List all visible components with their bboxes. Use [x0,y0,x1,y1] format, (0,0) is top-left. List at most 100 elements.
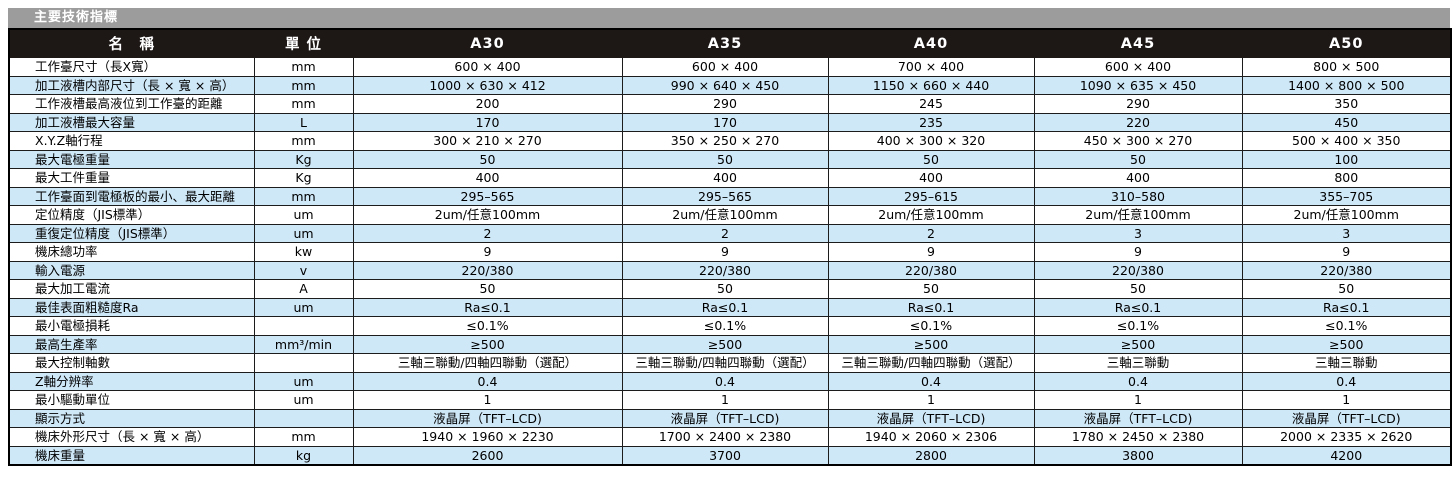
spec-value-cell: 三軸三聯動/四軸四聯動（選配） [352,353,623,373]
spec-value-cell: 50 [352,279,623,299]
spec-value-cell: 355–705 [1241,186,1452,206]
table-row: 工作臺面到電極板的最小、最大距離 mm 295–565 295–565 295–615 3… [8,186,1452,206]
spec-unit-cell: L [253,112,354,132]
spec-value-cell: Ra≤0.1 [1241,297,1452,317]
spec-name-cell: 工作臺面到電極板的最小、最大距離 [8,186,255,206]
spec-value-cell: 0.4 [1241,371,1452,391]
spec-value-cell: 1 [827,390,1035,410]
spec-value-cell: 1 [621,390,829,410]
spec-value-cell: 1940 × 2060 × 2306 [827,427,1035,447]
table-row: 機床外形尺寸（長 × 寬 × 高） mm 1940 × 1960 × 2230 170… [8,427,1452,447]
spec-unit-cell: um [253,297,354,317]
spec-unit-cell: mm [253,131,354,151]
spec-value-cell: 1780 × 2450 × 2380 [1033,427,1243,447]
section-title: 主要技術指標 [34,10,119,25]
spec-value-cell: 400 [621,168,829,188]
spec-name-cell: 機床重量 [8,445,255,466]
spec-value-cell: ≥500 [352,334,623,354]
spec-value-cell: 0.4 [621,371,829,391]
spec-unit-cell: A [253,279,354,299]
table-row: 最小電極損耗 ≤0.1% ≤0.1% ≤0.1% ≤0.1% ≤0.1% [8,316,1452,336]
spec-sheet: 主要技術指標 名 稱 單 位 A30 A35 A40 A45 A50 工作臺尺寸… [8,8,1452,466]
spec-value-cell: 310–580 [1033,186,1243,206]
spec-value-cell: 50 [352,149,623,169]
spec-value-cell: 2 [352,223,623,243]
spec-value-cell: 0.4 [827,371,1035,391]
spec-value-cell: Ra≤0.1 [621,297,829,317]
spec-name-cell: 加工液槽最大容量 [8,112,255,132]
spec-value-cell: 295–565 [621,186,829,206]
table-row: 最小驅動單位 um 1 1 1 1 1 [8,390,1452,410]
spec-name-cell: 最大工件重量 [8,168,255,188]
spec-unit-cell [253,353,354,373]
table-row: 重復定位精度（JIS標準） um 2 2 2 3 3 [8,223,1452,243]
table-row: Z軸分辨率 um 0.4 0.4 0.4 0.4 0.4 [8,371,1452,391]
spec-value-cell: 500 × 400 × 350 [1241,131,1452,151]
spec-value-cell: Ra≤0.1 [352,297,623,317]
column-header-a35: A35 [621,28,829,58]
spec-value-cell: 450 [1241,112,1452,132]
spec-unit-cell: mm [253,427,354,447]
spec-name-cell: 輸入電源 [8,260,255,280]
spec-name-cell: X.Y.Z軸行程 [8,131,255,151]
column-header-name: 名 稱 [8,28,255,58]
spec-value-cell: 2000 × 2335 × 2620 [1241,427,1452,447]
spec-unit-cell: kw [253,242,354,262]
spec-name-cell: 重復定位精度（JIS標準） [8,223,255,243]
spec-value-cell: 2um/任意100mm [827,205,1035,225]
spec-name-cell: 最大加工電流 [8,279,255,299]
spec-value-cell: 295–565 [352,186,623,206]
table-row: 最大控制軸數 三軸三聯動/四軸四聯動（選配） 三軸三聯動/四軸四聯動（選配） 三軸三聯… [8,353,1452,373]
spec-value-cell: 液晶屏（TFT–LCD) [621,408,829,428]
spec-table-body: 工作臺尺寸（長X寬） mm 600 × 400 600 × 400 700 × 400 6… [8,57,1452,466]
spec-value-cell: ≤0.1% [1033,316,1243,336]
spec-unit-cell: mm [253,57,354,77]
spec-value-cell: 3800 [1033,445,1243,466]
spec-value-cell: 1400 × 800 × 500 [1241,75,1452,95]
spec-value-cell: 1 [1033,390,1243,410]
spec-value-cell: 350 × 250 × 270 [621,131,829,151]
column-header-a50: A50 [1241,28,1452,58]
spec-value-cell: 3 [1241,223,1452,243]
spec-value-cell: 液晶屏（TFT–LCD) [1241,408,1452,428]
spec-value-cell: 350 [1241,94,1452,114]
spec-unit-cell: mm [253,94,354,114]
spec-value-cell: 液晶屏（TFT–LCD) [1033,408,1243,428]
spec-value-cell: 9 [1241,242,1452,262]
spec-value-cell: 1000 × 630 × 412 [352,75,623,95]
spec-unit-cell [253,316,354,336]
spec-value-cell: 三軸三聯動/四軸四聯動（選配） [621,353,829,373]
spec-unit-cell: v [253,260,354,280]
spec-value-cell: 50 [827,279,1035,299]
spec-value-cell: 2um/任意100mm [352,205,623,225]
spec-value-cell: ≤0.1% [827,316,1035,336]
spec-name-cell: 加工液槽内部尺寸（長 × 寬 × 高） [8,75,255,95]
spec-value-cell: 2800 [827,445,1035,466]
column-header-a40: A40 [827,28,1035,58]
spec-value-cell: 9 [827,242,1035,262]
spec-value-cell: 1 [352,390,623,410]
spec-value-cell: 600 × 400 [352,57,623,77]
spec-value-cell: 700 × 400 [827,57,1035,77]
spec-value-cell: 50 [1241,279,1452,299]
spec-value-cell: 1 [1241,390,1452,410]
spec-value-cell: 295–615 [827,186,1035,206]
spec-value-cell: 800 × 500 [1241,57,1452,77]
spec-value-cell: 50 [1033,279,1243,299]
table-row: 輸入電源 v 220/380 220/380 220/380 220/380 220/380 [8,260,1452,280]
spec-value-cell: 200 [352,94,623,114]
spec-name-cell: 工作臺尺寸（長X寬） [8,57,255,77]
spec-name-cell: 最小驅動單位 [8,390,255,410]
spec-value-cell: 1940 × 1960 × 2230 [352,427,623,447]
spec-value-cell: 9 [621,242,829,262]
spec-value-cell: 9 [1033,242,1243,262]
spec-value-cell: 100 [1241,149,1452,169]
spec-value-cell: ≥500 [1241,334,1452,354]
spec-value-cell: 800 [1241,168,1452,188]
spec-value-cell: 400 [1033,168,1243,188]
table-row: 最大電極重量 Kg 50 50 50 50 100 [8,149,1452,169]
column-header-unit: 單 位 [253,28,354,58]
spec-value-cell: 400 [827,168,1035,188]
spec-value-cell: 600 × 400 [621,57,829,77]
column-header-a45: A45 [1033,28,1243,58]
